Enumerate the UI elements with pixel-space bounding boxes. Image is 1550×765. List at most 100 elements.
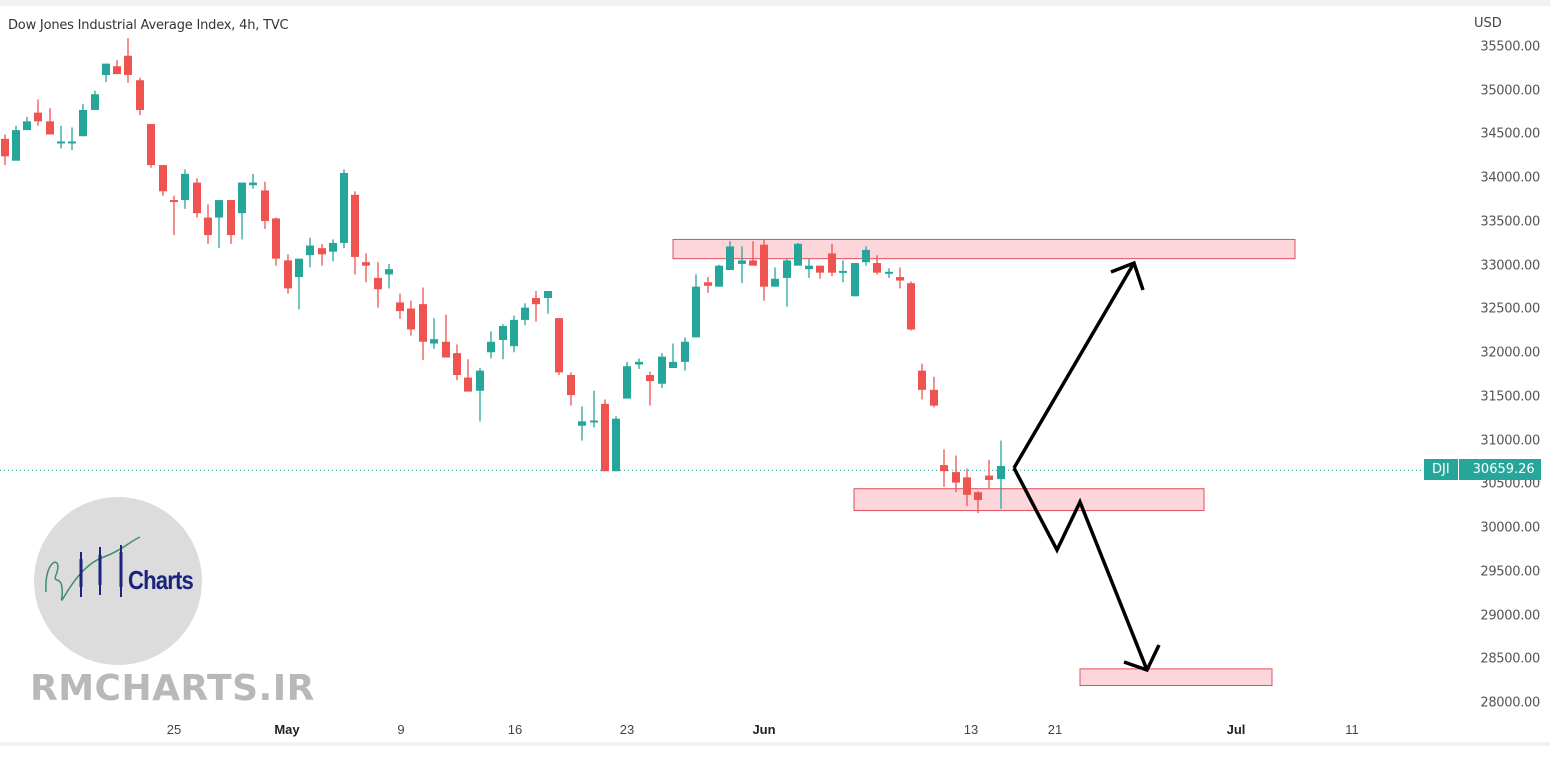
candle-up	[23, 121, 31, 131]
candle-down	[749, 260, 757, 266]
candle-up	[590, 420, 598, 423]
candle-up	[12, 130, 20, 161]
time-axis-label: 11	[1345, 722, 1359, 737]
price-axis-label: 31000.00	[1480, 433, 1540, 449]
candle-down	[907, 283, 915, 330]
candle-up	[79, 109, 87, 137]
candlestick-chart[interactable]	[0, 6, 1460, 740]
candle-down	[442, 341, 450, 358]
target-zone[interactable]	[1079, 668, 1273, 687]
price-tag-value: 30659.26	[1458, 459, 1541, 480]
price-axis-label: 30500.00	[1480, 476, 1540, 492]
bearish-scenario-arrow[interactable]	[1012, 467, 1149, 671]
candle-down	[261, 190, 269, 222]
candle-down	[974, 492, 982, 501]
candle-up	[715, 265, 723, 287]
candle-up	[692, 286, 700, 338]
candle-down	[193, 182, 201, 214]
candle-up	[862, 249, 870, 263]
candle-down	[204, 217, 212, 236]
candle-up	[635, 361, 643, 365]
candle-down	[940, 465, 948, 472]
candle-down	[930, 389, 938, 406]
candle-up	[215, 200, 223, 218]
candle-down	[896, 277, 904, 281]
candle-down	[272, 218, 280, 259]
candle-down	[873, 263, 881, 273]
candle-down	[601, 403, 609, 472]
candle-down	[1, 138, 9, 157]
price-axis-label: 32000.00	[1480, 345, 1540, 361]
candle-up	[885, 271, 893, 274]
site-watermark: RMCHARTS.IR	[30, 668, 315, 709]
candle-up	[805, 265, 813, 270]
time-axis-label: Jul	[1226, 722, 1246, 737]
candle-up	[669, 361, 677, 369]
chart-plot-area[interactable]	[0, 6, 1460, 740]
candle-down	[963, 477, 971, 495]
candle-up	[726, 246, 734, 271]
price-axis-label: 34000.00	[1480, 170, 1540, 186]
candle-down	[227, 200, 235, 236]
candle-down	[532, 298, 540, 305]
candle-down	[407, 308, 415, 330]
time-axis-label: 23	[619, 722, 635, 737]
candle-up	[329, 242, 337, 252]
candle-down	[34, 112, 42, 122]
candle-up	[783, 260, 791, 278]
time-axis-label: 9	[397, 722, 405, 737]
candle-up	[91, 94, 99, 110]
candle-down	[985, 475, 993, 480]
candle-up	[306, 245, 314, 256]
rmcharts-logo-circle	[34, 497, 202, 665]
currency-label: USD	[1474, 16, 1502, 31]
candle-down	[567, 375, 575, 396]
candle-up	[851, 263, 859, 297]
candle-down	[284, 260, 292, 289]
candle-down	[704, 282, 712, 286]
candle-down	[351, 194, 359, 257]
candle-down	[646, 375, 654, 382]
candle-down	[147, 123, 155, 166]
candle-up	[794, 243, 802, 266]
candle-up	[578, 421, 586, 426]
candle-up	[510, 319, 518, 347]
candle-down	[318, 248, 326, 255]
candle-up	[340, 172, 348, 243]
candle-up	[430, 339, 438, 344]
price-axis[interactable]: 35500.00 35000.00 34500.00 34000.00 33500.00…	[1460, 6, 1550, 740]
candle-up	[521, 307, 529, 320]
candle-up	[612, 418, 620, 472]
arrowhead-icon	[1123, 644, 1161, 673]
candle-down	[159, 165, 167, 192]
candle-up	[487, 341, 495, 353]
candle-up	[249, 182, 257, 186]
candle-up	[658, 356, 666, 384]
candle-down	[453, 353, 461, 375]
candle-down	[113, 66, 121, 75]
price-tag-symbol: DJI	[1424, 459, 1459, 480]
time-axis[interactable]: 25 May 9 16 23 Jun 13 21 Jul 11	[0, 718, 1460, 742]
price-axis-label: 35500.00	[1480, 39, 1540, 55]
time-axis-label: 13	[963, 722, 979, 737]
candle-up	[476, 370, 484, 391]
bullish-scenario-arrow[interactable]	[1012, 262, 1136, 469]
candle-down	[760, 244, 768, 287]
candle-up	[544, 291, 552, 299]
price-axis-label: 28500.00	[1480, 651, 1540, 667]
candle-up	[738, 260, 746, 264]
candle-down	[374, 277, 382, 290]
candle-down	[124, 55, 132, 75]
candle-up	[238, 182, 246, 214]
logo-text: Charts	[128, 565, 194, 595]
top-toolbar-border	[0, 0, 1550, 6]
candle-down	[362, 262, 370, 266]
candle-down	[396, 302, 404, 312]
logo-candles-icon	[45, 536, 141, 601]
candle-down	[555, 318, 563, 373]
time-axis-label: 16	[507, 722, 523, 737]
candle-down	[464, 377, 472, 392]
candle-down	[136, 80, 144, 110]
price-axis-label: 34500.00	[1480, 126, 1540, 142]
price-axis-label: 29500.00	[1480, 564, 1540, 580]
